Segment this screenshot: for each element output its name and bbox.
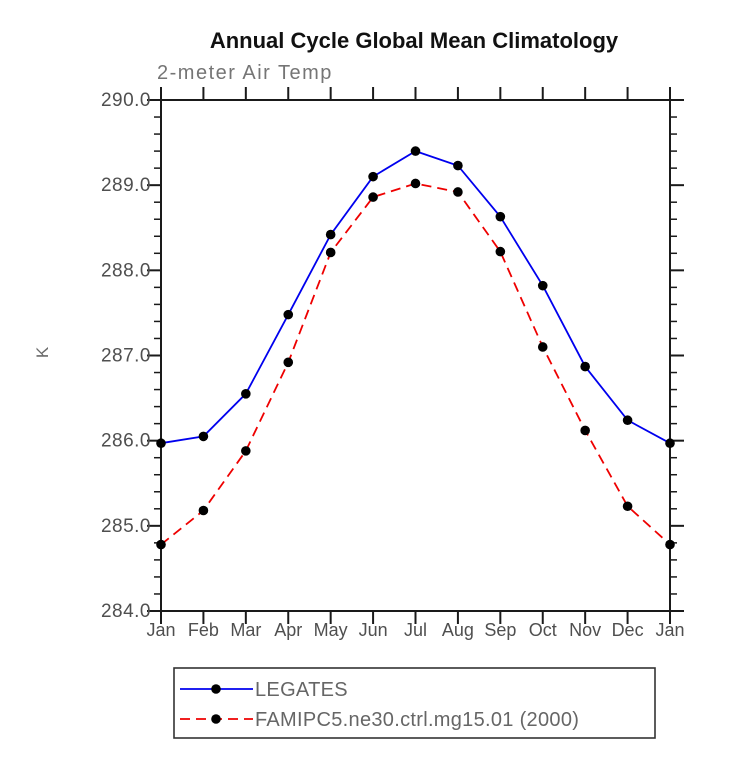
x-tick-label: Jul — [404, 620, 427, 640]
data-point-marker — [368, 192, 378, 202]
data-point-marker — [453, 187, 463, 197]
x-tick-label: Apr — [274, 620, 302, 640]
x-tick-label: Dec — [612, 620, 644, 640]
legend-item-label: LEGATES — [255, 679, 348, 701]
x-tick-label: Sep — [484, 620, 516, 640]
chart-subtitle: 2-meter Air Temp — [157, 62, 333, 84]
data-point-marker — [241, 446, 251, 456]
y-tick-label: 288.0 — [101, 260, 151, 281]
data-point-marker — [665, 438, 675, 449]
chart-title: Annual Cycle Global Mean Climatology — [210, 28, 619, 53]
legend-box — [173, 667, 656, 739]
y-axis-label: K — [33, 346, 52, 358]
data-point-marker — [665, 539, 675, 550]
data-point-marker — [537, 280, 548, 291]
data-point-marker — [156, 438, 166, 449]
data-point-marker — [410, 178, 421, 189]
y-tick-label: 290.0 — [101, 90, 151, 111]
data-point-marker — [453, 160, 463, 171]
data-point-marker — [198, 505, 209, 516]
x-tick-label: Jun — [359, 620, 388, 640]
data-point-marker — [283, 309, 294, 320]
series-line-1 — [160, 182, 671, 546]
legend-item-label: FAMIPC5.ne30.ctrl.mg15.01 (2000) — [255, 709, 579, 731]
data-point-marker — [368, 171, 378, 182]
data-point-marker — [622, 415, 633, 426]
data-point-marker — [283, 357, 294, 368]
data-point-marker — [580, 425, 590, 436]
y-tick-label: 285.0 — [101, 516, 151, 537]
data-point-marker — [495, 211, 506, 222]
data-point-marker — [156, 539, 166, 550]
x-tick-label: May — [314, 620, 348, 640]
x-tick-label: Feb — [188, 620, 219, 640]
x-tick-label: Oct — [529, 620, 557, 640]
y-tick-label: 287.0 — [101, 346, 151, 367]
y-tick-label: 286.0 — [101, 431, 151, 452]
data-point-marker — [622, 501, 633, 512]
data-point-marker — [580, 361, 590, 372]
x-tick-label: Nov — [569, 620, 601, 640]
legend: LEGATES FAMIPC5.ne30.ctrl.mg15.01 (2000) — [173, 667, 656, 739]
plot-frame — [160, 99, 671, 612]
data-point-marker — [495, 246, 506, 257]
plot-area: Jan Feb Mar Apr May Jun Jul Aug Sep Oct Nov Dec Jan2… — [101, 87, 685, 640]
data-point-marker — [410, 146, 421, 156]
data-point-marker — [325, 229, 336, 240]
data-point-marker — [241, 389, 251, 399]
data-point-marker — [537, 342, 548, 352]
data-point-marker — [198, 431, 209, 442]
x-tick-label: Mar — [230, 620, 261, 640]
legend-marker — [211, 714, 221, 724]
data-point-marker — [325, 247, 336, 258]
x-tick-label: Aug — [442, 620, 474, 640]
x-tick-label: Jan — [655, 620, 684, 640]
x-tick-label: Jan — [146, 620, 175, 640]
legend-marker — [211, 684, 221, 694]
y-tick-label: 284.0 — [101, 601, 151, 622]
series-line-0 — [160, 150, 671, 445]
y-tick-label: 289.0 — [101, 175, 151, 196]
